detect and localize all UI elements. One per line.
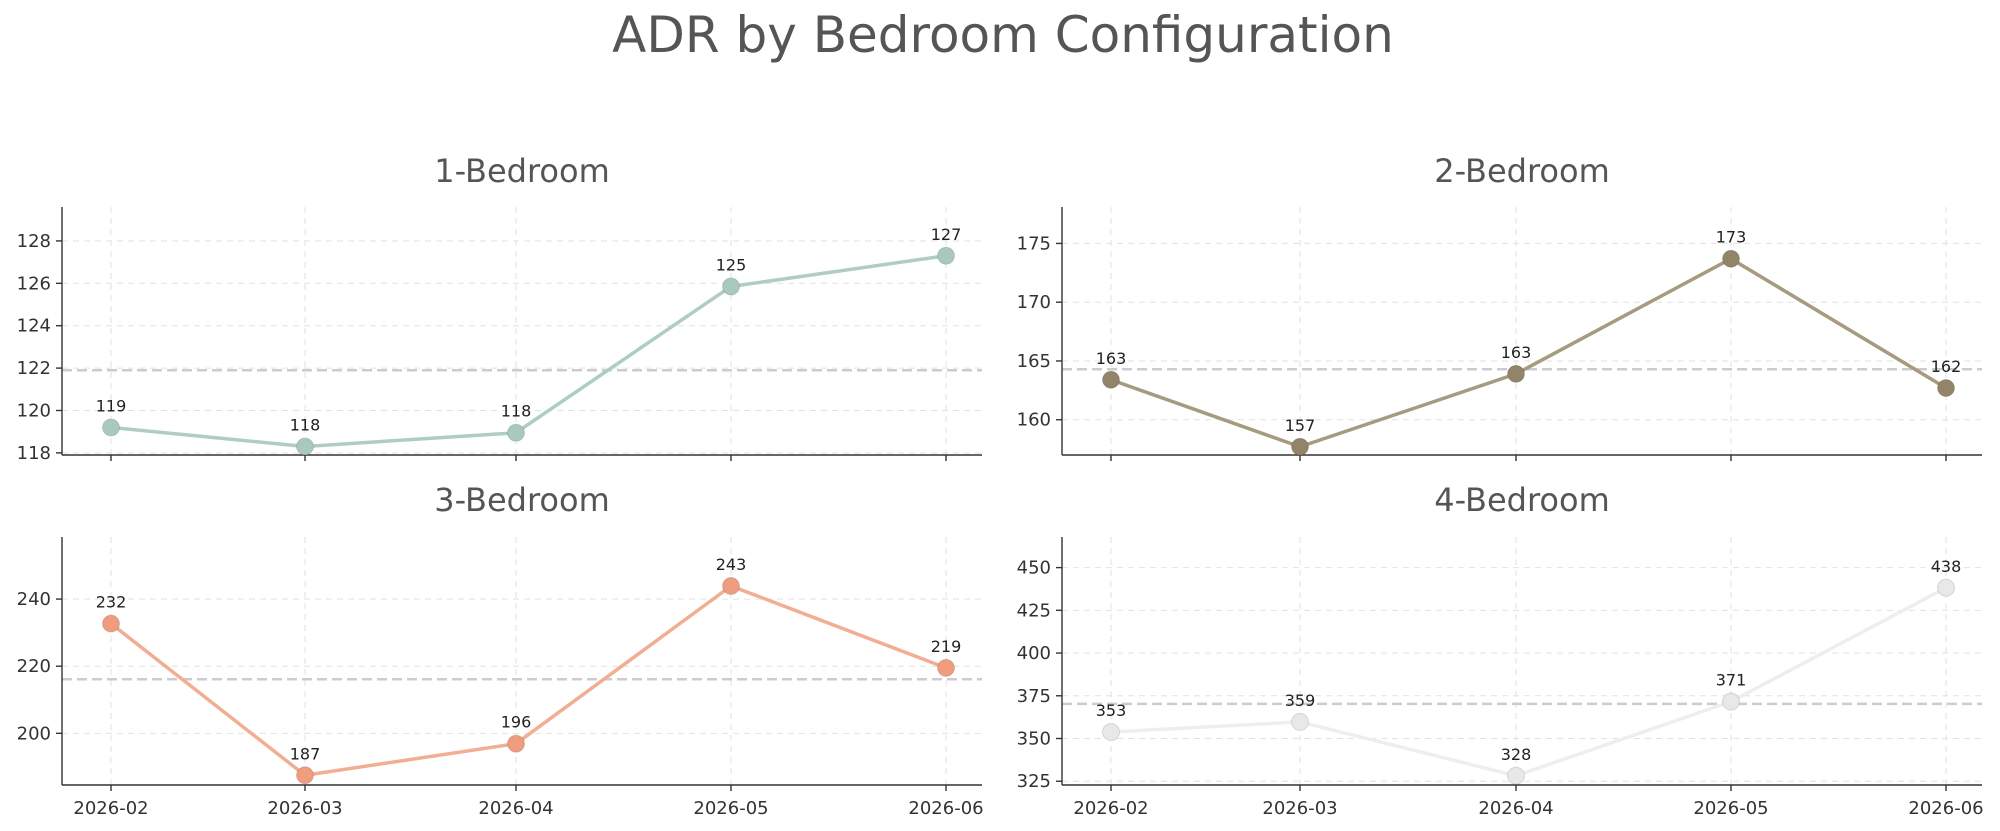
data-point (296, 437, 314, 456)
y-tick-label: 170 (1017, 292, 1051, 313)
x-tick-label: 2026-02 (73, 798, 148, 819)
data-point (102, 614, 120, 633)
y-tick-label: 240 (17, 589, 51, 610)
data-point (1291, 712, 1309, 731)
y-tick-label: 200 (17, 723, 51, 744)
subplot-3: 3-Bedroom 2026-02 2026-03 2026-04 2026-05 202… (17, 481, 984, 819)
y-tick-label: 126 (17, 273, 51, 294)
data-label: 162 (1931, 357, 1962, 376)
data-label: 187 (290, 744, 321, 763)
x-tick-label: 2026-05 (693, 798, 768, 819)
x-tick-label: 2026-06 (1908, 798, 1983, 819)
data-label: 119 (96, 396, 127, 415)
data-label: 125 (716, 255, 747, 274)
subplot-4: 4-Bedroom 2026-02 2026-03 2026-04 2026-05 202… (1017, 481, 1984, 819)
data-label: 219 (931, 637, 962, 656)
subplot-title: 3-Bedroom (434, 481, 610, 519)
data-label: 243 (716, 555, 747, 574)
data-point (102, 418, 120, 437)
data-label: 371 (1716, 671, 1747, 690)
data-label: 127 (931, 225, 962, 244)
data-label: 196 (501, 713, 532, 732)
y-tick-label: 118 (17, 443, 51, 464)
series-line (109, 584, 948, 778)
data-label: 118 (501, 402, 532, 421)
y-tick-label: 350 (1017, 729, 1051, 750)
x-tick-label: 2026-04 (1478, 798, 1553, 819)
x-tick-label: 2026-05 (1693, 798, 1768, 819)
y-tick-label: 122 (17, 358, 51, 379)
figure-title: ADR by Bedroom Configuration (612, 6, 1394, 64)
data-label: 353 (1096, 701, 1127, 720)
subplot-title: 4-Bedroom (1434, 481, 1610, 519)
y-tick-label: 160 (1017, 410, 1051, 431)
y-tick-label: 400 (1017, 643, 1051, 664)
y-tick-label: 175 (1017, 233, 1051, 254)
subplot-title: 1-Bedroom (434, 152, 610, 190)
data-point (507, 423, 525, 442)
y-tick-label: 120 (17, 400, 51, 421)
data-point (1291, 437, 1309, 456)
data-point (296, 766, 314, 785)
data-label: 163 (1096, 349, 1127, 368)
data-point (507, 734, 525, 753)
y-tick-label: 325 (1017, 771, 1051, 792)
y-tick-label: 128 (17, 231, 51, 252)
subplot-2: 2-Bedroom 160 165 170 175 163 157 163 173 162 (1017, 152, 1982, 461)
data-point (722, 576, 740, 595)
y-tick-label: 450 (1017, 558, 1051, 579)
subplot-title: 2-Bedroom (1434, 152, 1610, 190)
data-point (722, 277, 740, 296)
data-label: 438 (1931, 557, 1962, 576)
x-tick-label: 2026-04 (478, 798, 553, 819)
data-point (1937, 379, 1955, 398)
data-point (1102, 723, 1120, 742)
y-tick-label: 375 (1017, 686, 1051, 707)
data-point (1507, 364, 1525, 383)
data-label: 173 (1716, 228, 1747, 247)
x-tick-label: 2026-06 (908, 798, 983, 819)
data-label: 163 (1501, 343, 1532, 362)
subplot-1: 1-Bedroom 118 120 122 124 126 128 119 118 118 125 1… (17, 152, 982, 464)
x-tick-label: 2026-02 (1073, 798, 1148, 819)
data-point (937, 658, 955, 677)
y-tick-label: 220 (17, 656, 51, 677)
x-tick-label: 2026-03 (267, 798, 342, 819)
data-label: 232 (96, 593, 127, 612)
data-label: 118 (290, 416, 321, 435)
data-point (1507, 766, 1525, 785)
data-label: 157 (1285, 416, 1316, 435)
x-tick-label: 2026-03 (1262, 798, 1337, 819)
data-point (1937, 578, 1955, 597)
data-point (1722, 692, 1740, 711)
data-point (1102, 370, 1120, 389)
y-tick-label: 165 (1017, 351, 1051, 372)
data-point (937, 246, 955, 265)
y-tick-label: 124 (17, 316, 51, 337)
y-tick-label: 425 (1017, 600, 1051, 621)
data-label: 359 (1285, 691, 1316, 710)
data-point (1722, 249, 1740, 268)
data-label: 328 (1501, 745, 1532, 764)
